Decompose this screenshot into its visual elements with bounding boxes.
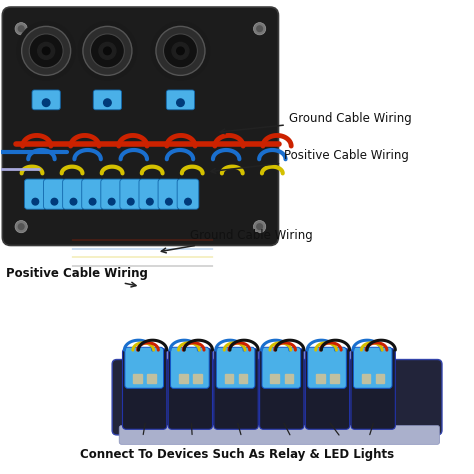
FancyBboxPatch shape — [216, 347, 255, 388]
Circle shape — [89, 198, 96, 205]
Circle shape — [254, 23, 266, 35]
Circle shape — [146, 198, 153, 205]
Bar — [330, 374, 339, 383]
Circle shape — [83, 27, 132, 75]
Text: Ground Cable Wiring: Ground Cable Wiring — [220, 111, 411, 134]
Circle shape — [165, 198, 172, 205]
Circle shape — [172, 42, 189, 59]
FancyBboxPatch shape — [125, 347, 164, 388]
Circle shape — [18, 26, 24, 32]
Circle shape — [78, 22, 137, 80]
FancyBboxPatch shape — [260, 349, 304, 429]
Text: Positive Cable Wiring: Positive Cable Wiring — [211, 149, 409, 173]
FancyBboxPatch shape — [82, 179, 103, 209]
Circle shape — [99, 42, 116, 59]
Bar — [284, 374, 293, 383]
Circle shape — [91, 34, 124, 68]
Circle shape — [257, 224, 263, 229]
Circle shape — [104, 99, 111, 107]
Circle shape — [177, 47, 184, 55]
Circle shape — [185, 198, 191, 205]
Circle shape — [42, 47, 50, 55]
Bar — [225, 374, 233, 383]
FancyBboxPatch shape — [25, 179, 46, 209]
Bar — [362, 374, 370, 383]
Circle shape — [128, 198, 134, 205]
Circle shape — [177, 99, 184, 107]
FancyBboxPatch shape — [122, 349, 167, 429]
Circle shape — [164, 34, 197, 68]
Bar — [376, 374, 384, 383]
Circle shape — [22, 27, 71, 75]
Circle shape — [104, 47, 111, 55]
Circle shape — [37, 42, 55, 59]
FancyBboxPatch shape — [93, 90, 121, 110]
FancyBboxPatch shape — [2, 7, 278, 246]
Text: Positive Cable Wiring: Positive Cable Wiring — [6, 267, 148, 287]
FancyBboxPatch shape — [305, 349, 350, 429]
FancyBboxPatch shape — [119, 426, 439, 444]
FancyBboxPatch shape — [101, 179, 122, 209]
Circle shape — [18, 224, 24, 229]
FancyBboxPatch shape — [168, 349, 212, 429]
Circle shape — [15, 220, 27, 233]
FancyBboxPatch shape — [63, 179, 84, 209]
Circle shape — [151, 22, 210, 80]
FancyBboxPatch shape — [214, 349, 258, 429]
FancyBboxPatch shape — [139, 179, 161, 209]
Bar — [271, 374, 279, 383]
Circle shape — [257, 26, 263, 32]
FancyBboxPatch shape — [120, 179, 142, 209]
Bar — [133, 374, 142, 383]
Circle shape — [156, 27, 205, 75]
Circle shape — [51, 198, 58, 205]
Circle shape — [17, 22, 75, 80]
FancyBboxPatch shape — [354, 347, 392, 388]
Circle shape — [29, 34, 63, 68]
FancyBboxPatch shape — [112, 359, 442, 435]
FancyBboxPatch shape — [308, 347, 346, 388]
FancyBboxPatch shape — [32, 90, 60, 110]
Circle shape — [15, 23, 27, 35]
FancyBboxPatch shape — [351, 349, 395, 429]
FancyBboxPatch shape — [177, 179, 199, 209]
Circle shape — [70, 198, 77, 205]
Bar — [179, 374, 188, 383]
FancyBboxPatch shape — [171, 347, 209, 388]
FancyBboxPatch shape — [158, 179, 180, 209]
FancyBboxPatch shape — [44, 179, 65, 209]
Circle shape — [254, 220, 266, 233]
Bar — [316, 374, 325, 383]
Text: Ground Cable Wiring: Ground Cable Wiring — [161, 229, 313, 253]
Text: Connect To Devices Such As Relay & LED Lights: Connect To Devices Such As Relay & LED L… — [80, 448, 394, 461]
FancyBboxPatch shape — [166, 90, 195, 110]
Bar — [147, 374, 156, 383]
FancyBboxPatch shape — [262, 347, 301, 388]
Circle shape — [109, 198, 115, 205]
Bar — [239, 374, 247, 383]
Circle shape — [32, 198, 38, 205]
Bar — [193, 374, 201, 383]
Circle shape — [42, 99, 50, 107]
